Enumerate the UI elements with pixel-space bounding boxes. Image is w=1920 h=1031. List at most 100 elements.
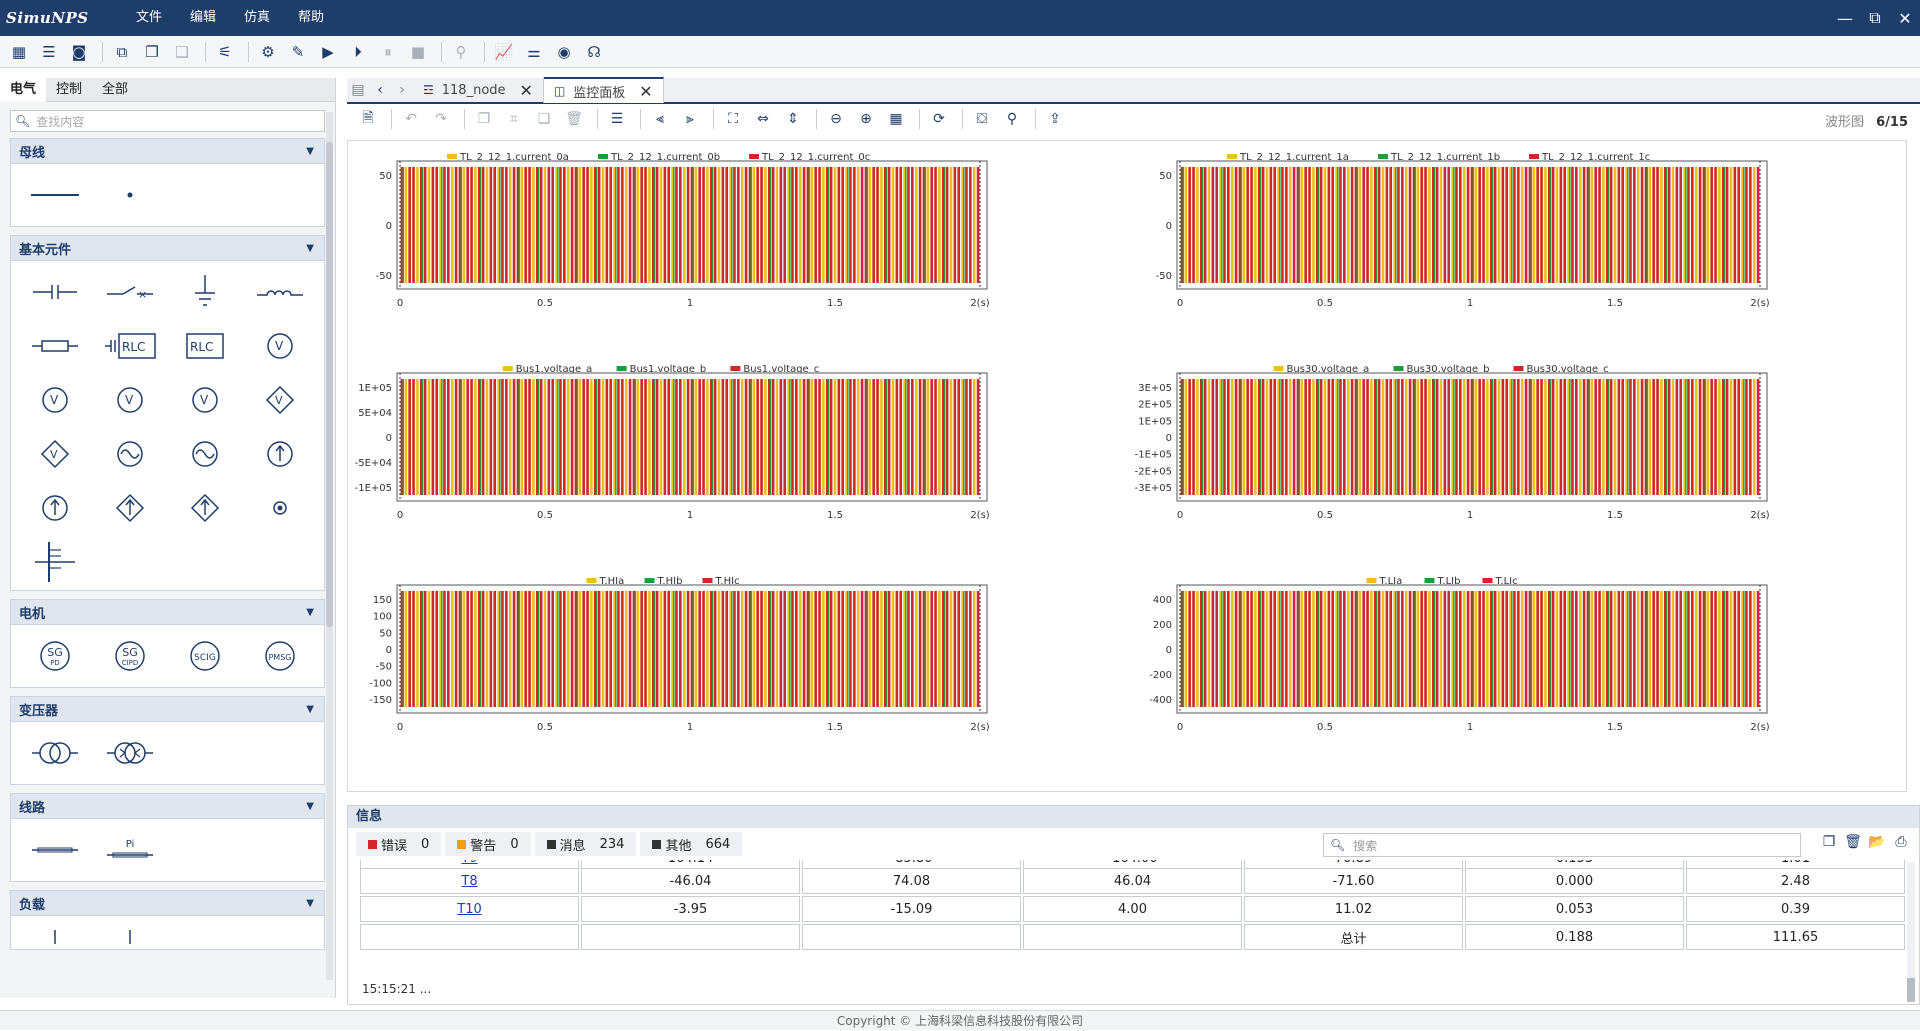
current-source-icon[interactable] <box>17 481 92 535</box>
transformer-3w-icon[interactable] <box>92 726 167 780</box>
open-folder-icon[interactable]: 📂 <box>1868 834 1886 850</box>
waveform-chart-3[interactable]: Bus1.voltage_a Bus1.voltage_b Bus1.voltage… <box>348 353 1128 565</box>
voltage-source-ac-icon[interactable]: V <box>242 319 317 373</box>
filter-other[interactable]: 其他 664 <box>640 832 743 856</box>
sine-source-icon[interactable] <box>167 427 242 481</box>
connect-signal-icon[interactable]: ⚲ <box>1006 111 1018 127</box>
category-header-bus[interactable]: 母线 ▼ <box>10 138 325 164</box>
info-search-input[interactable]: 🔍︎ 搜索 <box>1323 833 1801 857</box>
tab-control[interactable]: 控制 <box>56 81 83 97</box>
restore-icon[interactable]: ⧉ <box>1869 8 1881 27</box>
filter-warnings[interactable]: 警告 0 <box>445 832 531 856</box>
info-scrollbar-thumb[interactable] <box>1907 978 1915 1002</box>
category-header-load[interactable]: 负载 ▼ <box>10 890 325 916</box>
close-tab-icon[interactable]: ✕ <box>519 80 533 100</box>
category-header-transformer[interactable]: 变压器 ▼ <box>10 696 325 722</box>
layout-rows-icon[interactable]: ☰ <box>610 111 624 127</box>
category-header-basic[interactable]: 基本元件 ▼ <box>10 235 325 261</box>
module-list-icon[interactable]: ▦ <box>11 42 27 61</box>
controlled-voltage-icon[interactable]: V <box>242 373 317 427</box>
component-settings-icon[interactable]: ⚙ <box>261 42 275 61</box>
sg-cipd-icon[interactable]: SG CIPD <box>92 629 167 683</box>
controlled-voltage-icon[interactable]: V <box>17 427 92 481</box>
library-scrollbar-thumb[interactable] <box>326 142 333 627</box>
scig-icon[interactable]: SCIG <box>167 629 242 683</box>
waveform-chart-5[interactable]: T.HIa T.HIb T.HIc 150 100 50 0 -50 -100 -150 0 0.5 1… <box>348 565 1128 777</box>
multi-line-icon[interactable] <box>17 535 92 589</box>
category-header-line[interactable]: 线路 ▼ <box>10 793 325 819</box>
collapse-arrow-icon[interactable]: ▼ <box>306 897 314 909</box>
menu-edit[interactable]: 编辑 <box>190 10 217 25</box>
table-cell-link[interactable]: T10 <box>360 896 579 922</box>
grid-layout-icon[interactable]: ▦ <box>889 111 903 127</box>
redo-icon[interactable]: ↷ <box>435 111 447 127</box>
minimize-icon[interactable]: — <box>1837 8 1853 28</box>
bus-node-icon[interactable] <box>92 168 167 222</box>
zoom-in-icon[interactable]: ⊕ <box>860 111 872 127</box>
select-region-icon[interactable]: ⛋ <box>976 111 988 127</box>
rlc-series-icon[interactable]: RLC <box>92 319 167 373</box>
measure-point-icon[interactable] <box>242 481 317 535</box>
ground-icon[interactable] <box>167 265 242 319</box>
fit-selection-icon[interactable]: ⛶ <box>728 111 738 127</box>
controlled-current-icon[interactable] <box>92 481 167 535</box>
paste-project-icon[interactable]: ❏ <box>175 42 189 61</box>
collapse-arrow-icon[interactable]: ▼ <box>306 606 314 618</box>
tab-all[interactable]: 全部 <box>102 81 129 97</box>
crop-icon[interactable]: ⌗ <box>510 111 518 127</box>
connect-icon[interactable]: ⚲ <box>455 42 467 61</box>
waveform-chart-2[interactable]: TL_2_12_1.current_1a TL_2_12_1.current_1b… <box>1128 141 1908 353</box>
document-icon[interactable]: ▤ <box>351 82 365 98</box>
component-link[interactable]: T8 <box>461 873 478 889</box>
library-search-input[interactable]: 🔍︎ 查找内容 <box>10 110 325 132</box>
list-icon[interactable]: ☰ <box>42 42 56 61</box>
capacitor-icon[interactable] <box>17 265 92 319</box>
tab-monitor-panel[interactable]: ◫ 监控面板 ✕ <box>543 77 664 103</box>
load-icon[interactable] <box>17 920 92 949</box>
rlc-parallel-icon[interactable]: RLC <box>167 319 242 373</box>
sine-source-icon[interactable] <box>92 427 167 481</box>
current-source-icon[interactable] <box>242 427 317 481</box>
sg-pd-icon[interactable]: SG PD <box>17 629 92 683</box>
menu-help[interactable]: 帮助 <box>298 10 325 25</box>
waveform-chart-6[interactable]: T.LIa T.LIb T.LIc 400 200 0 -200 -400 0 0.5 1 1.5 2(… <box>1128 565 1908 777</box>
copy-icon[interactable]: ❐ <box>477 111 491 127</box>
nav-forward-icon[interactable]: › <box>399 82 405 98</box>
stop-icon[interactable]: ■ <box>410 42 426 61</box>
menu-simulation[interactable]: 仿真 <box>244 10 271 25</box>
copy-project-icon[interactable]: ❐ <box>145 42 159 61</box>
edit-model-icon[interactable]: ✎ <box>291 42 305 61</box>
component-link[interactable]: T10 <box>457 901 482 917</box>
load-icon[interactable] <box>92 920 167 949</box>
new-project-icon[interactable]: ⧉ <box>116 42 128 61</box>
collapse-arrow-icon[interactable]: ▼ <box>306 145 314 157</box>
filter-errors[interactable]: 错误 0 <box>356 832 442 856</box>
controlled-current-icon[interactable] <box>167 481 242 535</box>
run-icon[interactable]: ▶ <box>322 42 334 61</box>
category-header-machine[interactable]: 电机 ▼ <box>10 599 325 625</box>
bus-line-icon[interactable] <box>17 168 92 222</box>
copy-log-icon[interactable]: ❐ <box>1822 834 1836 850</box>
collapse-arrow-icon[interactable]: ▼ <box>306 242 314 254</box>
voltage-source-icon[interactable]: V <box>17 373 92 427</box>
tab-118-node[interactable]: ☲ 118_node ✕ <box>413 77 544 103</box>
step-run-icon[interactable]: ⏵ <box>354 42 362 61</box>
headset-icon[interactable]: ☊ <box>587 42 601 61</box>
nav-back-icon[interactable]: ‹ <box>377 82 383 98</box>
info-scrollbar[interactable] <box>1907 862 1915 1002</box>
waveform-chart-4[interactable]: Bus30.voltage_a Bus30.voltage_b Bus30.volt… <box>1128 353 1908 565</box>
fit-height-icon[interactable]: ⇕ <box>787 111 799 127</box>
pmsg-icon[interactable]: PMSG <box>242 629 317 683</box>
align-left-icon[interactable]: ⫷ <box>656 111 664 127</box>
delete-icon[interactable]: 🗑 <box>565 111 583 127</box>
waveform-chart-1[interactable]: TL_2_12_1.current_0a TL_2_12_1.current_0b… <box>348 141 1128 353</box>
line-pi-icon[interactable]: Pi <box>92 823 167 877</box>
library-scrollbar[interactable] <box>326 112 333 980</box>
print-icon[interactable]: ⎙ <box>1895 834 1907 850</box>
breaker-icon[interactable]: × <box>92 265 167 319</box>
line-simple-icon[interactable] <box>17 823 92 877</box>
inductor-icon[interactable] <box>242 265 317 319</box>
report-icon[interactable]: 🗎 <box>362 110 374 126</box>
table-cell-link[interactable]: T8 <box>360 868 579 894</box>
settings-tree-icon[interactable]: ⚟ <box>218 42 232 61</box>
